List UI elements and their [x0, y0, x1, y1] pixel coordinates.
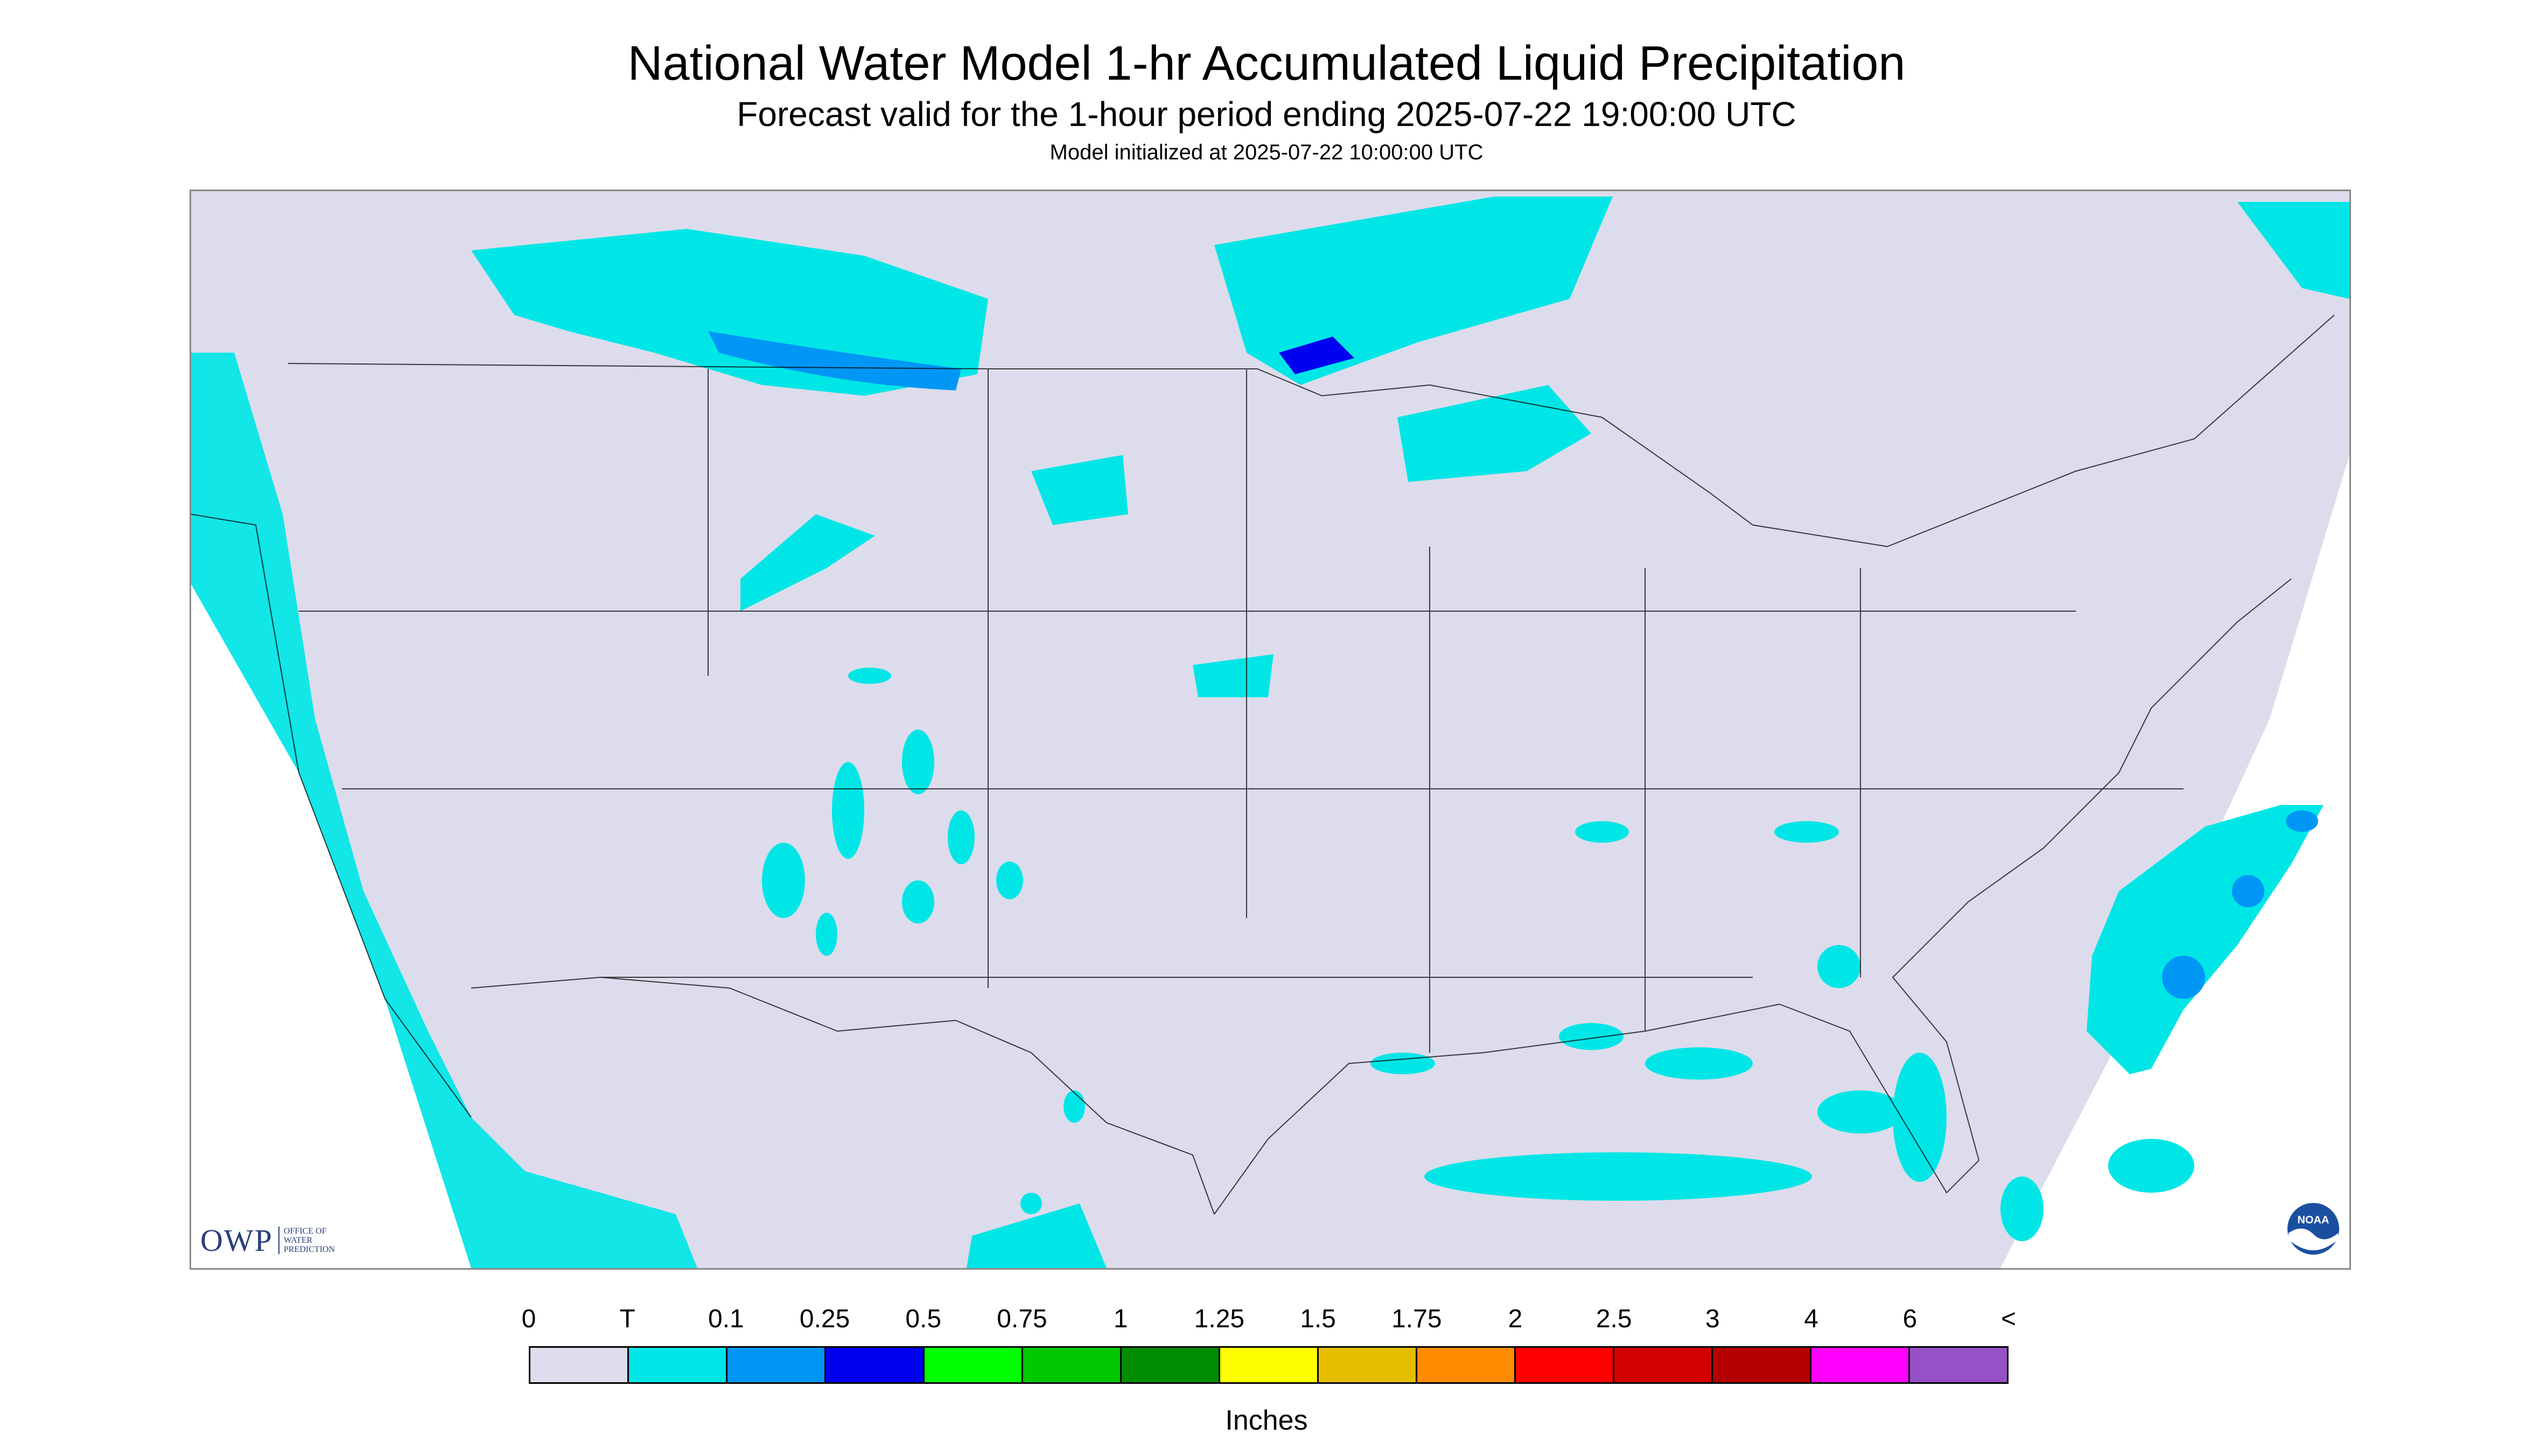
map-canvas	[191, 197, 2349, 1268]
precip-atlantic-band	[2087, 805, 2324, 1074]
precip-minnesota	[1214, 197, 1613, 385]
chart-title: National Water Model 1-hr Accumulated Li…	[627, 37, 1906, 90]
legend-label: 3	[1705, 1305, 1720, 1333]
owp-text-line: PREDICTION	[283, 1244, 335, 1254]
legend-swatch	[1417, 1348, 1516, 1382]
out-of-domain-right	[2000, 455, 2349, 1268]
legend-units: Inches	[1225, 1405, 1308, 1436]
legend-label: 1.75	[1391, 1305, 1442, 1333]
legend-swatch	[1023, 1348, 1122, 1382]
legend-label: 1.25	[1194, 1305, 1245, 1333]
precip-minnesota-core	[1279, 337, 1354, 374]
owp-text-line: WATER	[283, 1235, 313, 1245]
legend-label: 0.75	[997, 1305, 1047, 1333]
legend-swatch	[1614, 1348, 1713, 1382]
noaa-logo-icon: NOAA	[2287, 1203, 2339, 1255]
precip-atlantic-cores	[2162, 810, 2318, 999]
precip-superior	[1397, 385, 1591, 482]
legend-swatch	[1122, 1348, 1220, 1382]
precip-montana-streak	[740, 514, 875, 611]
precip-southeast-cells	[1370, 821, 2194, 1241]
model-init-text: Model initialized at 2025-07-22 10:00:00…	[1049, 141, 1484, 164]
chart-subtitle: Forecast valid for the 1-hour period end…	[737, 95, 1796, 134]
precip-montana-core	[708, 331, 961, 390]
legend-swatch	[1811, 1348, 1910, 1382]
precip-kansas	[1193, 654, 1274, 697]
precip-new-england	[2237, 202, 2349, 299]
us-canada-border	[288, 314, 2335, 548]
legend-swatch	[1516, 1348, 1614, 1382]
legend-label: 2.5	[1596, 1305, 1632, 1333]
legend-swatch	[530, 1348, 629, 1382]
gulf-coast	[1214, 578, 2292, 1215]
precipitation-map	[190, 190, 2351, 1270]
legend-swatch	[1319, 1348, 1417, 1382]
legend-swatch	[1713, 1348, 1811, 1382]
noaa-logo-text: NOAA	[2298, 1214, 2329, 1226]
legend-label: T	[619, 1305, 635, 1333]
out-of-domain-left	[191, 584, 471, 1268]
legend-labels: 0 T 0.1 0.25 0.5 0.75 1 1.25 1.5 1.75 2 2.5 3 4 6 <	[522, 1303, 2016, 1335]
legend-label: <	[2000, 1305, 2017, 1333]
legend-label: 0.25	[799, 1305, 850, 1333]
west-coast	[191, 514, 472, 1118]
legend-swatch	[629, 1348, 727, 1382]
legend-swatch	[826, 1348, 925, 1382]
owp-logo: OWP OFFICE OF WATER PREDICTION	[200, 1221, 335, 1259]
owp-mark: OWP	[200, 1222, 273, 1258]
precip-montana-north	[471, 229, 988, 396]
legend-swatch	[1220, 1348, 1319, 1382]
owp-text: OFFICE OF WATER PREDICTION	[278, 1226, 335, 1254]
legend-label: 6	[1902, 1305, 1918, 1333]
legend-colorbar	[529, 1346, 2009, 1384]
legend-label: 1	[1113, 1305, 1128, 1333]
precip-southwest-cells	[762, 668, 1085, 1214]
legend-swatch	[925, 1348, 1023, 1382]
precip-pacific	[191, 353, 697, 1268]
owp-text-line: OFFICE OF	[283, 1226, 327, 1236]
precip-rio-grande	[967, 1203, 1107, 1268]
legend-label: 1.5	[1300, 1305, 1336, 1333]
legend-label: 2	[1508, 1305, 1523, 1333]
legend-label: 0.5	[905, 1305, 942, 1333]
legend-label: 0.1	[708, 1305, 744, 1333]
legend-label: 4	[1804, 1305, 1818, 1333]
us-mexico-border	[471, 976, 1215, 1215]
legend-swatch	[1910, 1348, 2007, 1382]
legend-label: 0	[521, 1305, 536, 1333]
precip-dakota	[1031, 455, 1128, 525]
boundary-lines	[191, 314, 2335, 1215]
legend-swatch	[727, 1348, 826, 1382]
